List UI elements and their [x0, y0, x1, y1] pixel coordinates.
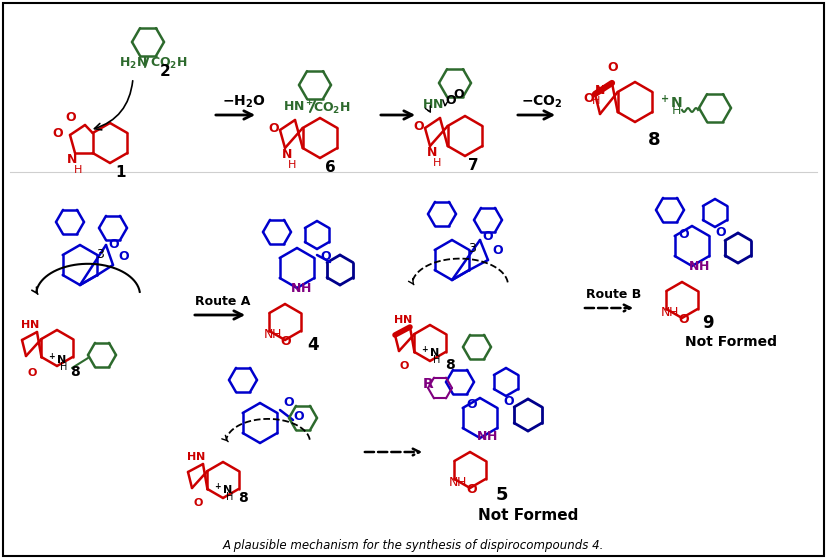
Text: N: N: [427, 146, 437, 159]
Text: H: H: [288, 160, 296, 170]
Text: H: H: [433, 158, 442, 168]
Text: 4: 4: [307, 336, 318, 354]
Text: $\mathregular{NH}$: $\mathregular{NH}$: [688, 260, 710, 273]
Text: $\mathregular{NH}$: $\mathregular{NH}$: [660, 306, 679, 319]
Text: O: O: [678, 313, 689, 326]
Text: O: O: [293, 410, 304, 423]
Text: 8: 8: [238, 491, 248, 505]
Text: O: O: [492, 244, 503, 257]
Text: Route A: Route A: [195, 295, 251, 308]
Text: O: O: [280, 335, 290, 348]
Text: 8: 8: [445, 358, 455, 372]
Text: 6: 6: [325, 160, 336, 175]
Text: $\mathregular{^+N}$: $\mathregular{^+N}$: [658, 94, 683, 111]
Text: N: N: [67, 153, 77, 166]
Text: O: O: [118, 250, 129, 263]
Text: O: O: [320, 250, 331, 263]
Text: $\mathregular{HN}$: $\mathregular{HN}$: [20, 318, 40, 330]
Text: O: O: [678, 228, 689, 241]
Text: $\mathregular{CO_2H}$: $\mathregular{CO_2H}$: [313, 101, 351, 116]
Text: Not Formed: Not Formed: [685, 335, 777, 349]
Text: H: H: [226, 492, 233, 502]
Text: $\mathregular{NH}$: $\mathregular{NH}$: [263, 328, 282, 341]
Text: O: O: [607, 61, 618, 74]
Text: O: O: [413, 120, 423, 133]
Text: A plausible mechanism for the synthesis of dispirocompounds 4.: A plausible mechanism for the synthesis …: [222, 539, 604, 552]
Text: O: O: [108, 238, 118, 251]
Text: 9: 9: [702, 314, 714, 332]
Text: H: H: [74, 165, 82, 175]
Text: $\mathregular{H_2N}$: $\mathregular{H_2N}$: [119, 56, 147, 71]
Text: Route B: Route B: [586, 288, 641, 301]
Text: 3: 3: [468, 242, 476, 255]
Text: H: H: [672, 104, 681, 117]
Text: $\mathregular{HN^+}$: $\mathregular{HN^+}$: [283, 100, 314, 115]
Text: $\mathregular{-H_2O}$: $\mathregular{-H_2O}$: [222, 94, 265, 110]
Text: $\mathregular{NH}$: $\mathregular{NH}$: [476, 430, 497, 443]
Text: N: N: [282, 148, 293, 161]
Text: O: O: [466, 398, 476, 411]
Text: H: H: [592, 96, 600, 106]
Text: $\mathregular{^+N}$: $\mathregular{^+N}$: [213, 482, 233, 497]
Text: Not Formed: Not Formed: [478, 508, 578, 523]
Text: R: R: [423, 377, 433, 391]
Text: $\mathregular{HN}$: $\mathregular{HN}$: [186, 450, 206, 462]
Text: N: N: [595, 84, 605, 97]
Text: $\mathregular{NH}$: $\mathregular{NH}$: [448, 476, 467, 489]
Text: 3: 3: [96, 248, 104, 261]
Text: O: O: [53, 127, 64, 140]
Text: 8: 8: [648, 131, 661, 149]
Text: $\mathregular{CO_2H}$: $\mathregular{CO_2H}$: [150, 56, 188, 71]
Text: O: O: [283, 396, 294, 409]
Text: O: O: [583, 92, 594, 105]
Text: O: O: [400, 361, 409, 371]
Text: O: O: [453, 88, 464, 101]
Text: $\mathregular{^+N}$: $\mathregular{^+N}$: [47, 352, 67, 367]
Text: O: O: [193, 498, 203, 508]
Text: O: O: [503, 395, 514, 408]
Text: O: O: [65, 111, 76, 124]
Text: O: O: [715, 226, 725, 239]
Text: $\mathregular{HN}$: $\mathregular{HN}$: [393, 313, 413, 325]
Text: 2: 2: [160, 64, 170, 79]
Text: O: O: [445, 94, 456, 107]
Text: O: O: [466, 483, 476, 496]
Text: $\mathregular{HN}$: $\mathregular{HN}$: [422, 98, 444, 111]
Text: H: H: [433, 355, 440, 365]
Text: O: O: [482, 230, 493, 243]
Text: 5: 5: [496, 486, 509, 504]
Text: 8: 8: [70, 365, 79, 379]
Text: $\mathregular{-CO_2}$: $\mathregular{-CO_2}$: [521, 94, 562, 110]
Text: H: H: [60, 362, 67, 372]
Text: $\mathregular{^+N}$: $\mathregular{^+N}$: [420, 345, 440, 360]
Text: O: O: [27, 368, 36, 378]
Text: $\mathregular{NH}$: $\mathregular{NH}$: [290, 282, 311, 295]
Text: 7: 7: [468, 158, 479, 173]
Text: O: O: [268, 122, 279, 135]
Text: 1: 1: [115, 165, 126, 180]
